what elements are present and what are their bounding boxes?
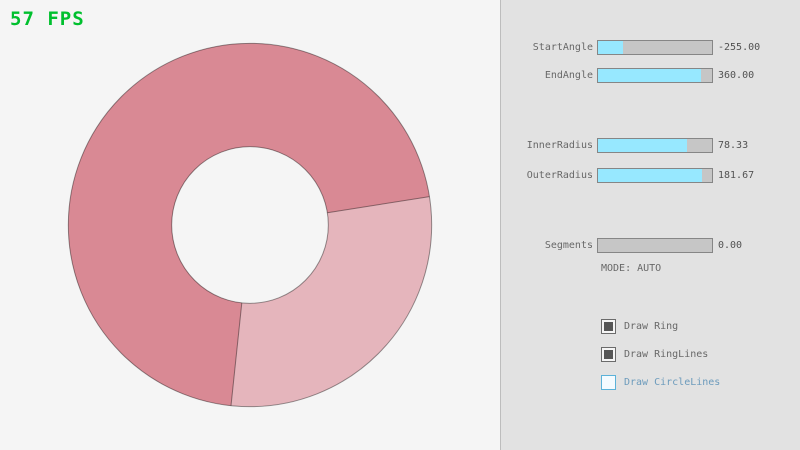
slider-end-angle-bar[interactable]: [597, 68, 713, 83]
slider-end-angle-fill: [598, 69, 701, 82]
checkbox-draw-ring-box[interactable]: [601, 319, 616, 334]
slider-inner-radius-label: InnerRadius: [526, 140, 593, 151]
slider-outer-radius-label: OuterRadius: [526, 170, 593, 181]
checkbox-draw-circlelines-label: Draw CircleLines: [624, 377, 721, 388]
slider-segments-bar[interactable]: [597, 238, 713, 253]
ring-canvas: 57 FPS: [10, 8, 433, 408]
checkbox-draw-circlelines-box[interactable]: [601, 375, 616, 390]
slider-inner-radius-fill: [598, 139, 688, 152]
slider-end-angle-label: EndAngle: [544, 70, 593, 81]
ring-dark-sector: [68, 43, 430, 406]
mode-label: MODE: AUTO: [601, 263, 662, 274]
slider-inner-radius-bar[interactable]: [597, 138, 713, 153]
checkbox-draw-circlelines[interactable]: Draw CircleLines: [601, 375, 720, 390]
ring-outer-line: [67, 42, 433, 408]
checkbox-draw-ring-label: Draw Ring: [624, 321, 679, 332]
slider-start-angle-value: -255.00: [718, 42, 761, 53]
ring-inner-line: [171, 146, 329, 304]
ring-segment-line-bottom: [230, 302, 243, 406]
slider-inner-radius-value: 78.33: [718, 140, 749, 151]
slider-segments-value: 0.00: [718, 240, 743, 251]
slider-inner-radius: InnerRadius 78.33: [501, 138, 800, 153]
slider-outer-radius-bar[interactable]: [597, 168, 713, 183]
slider-outer-radius-value: 181.67: [718, 170, 755, 181]
slider-start-angle: StartAngle -255.00: [501, 40, 800, 55]
checkbox-draw-ringlines-box[interactable]: [601, 347, 616, 362]
ring-shape: [67, 42, 433, 408]
slider-segments-label: Segments: [544, 240, 593, 251]
controls-panel: StartAngle -255.00 EndAngle 360.00 Inner…: [500, 0, 800, 450]
slider-segments: Segments 0.00: [501, 238, 800, 253]
checkbox-draw-ringlines[interactable]: Draw RingLines: [601, 347, 708, 362]
check-mark: [604, 350, 613, 359]
slider-start-angle-fill: [598, 41, 623, 54]
slider-end-angle-value: 360.00: [718, 70, 755, 81]
slider-outer-radius-fill: [598, 169, 702, 182]
slider-start-angle-label: StartAngle: [532, 42, 593, 53]
checkbox-draw-ring[interactable]: Draw Ring: [601, 319, 678, 334]
fps-counter: 57 FPS: [10, 8, 85, 30]
checkbox-draw-ringlines-label: Draw RingLines: [624, 349, 709, 360]
slider-start-angle-bar[interactable]: [597, 40, 713, 55]
check-mark: [604, 322, 613, 331]
slider-outer-radius: OuterRadius 181.67: [501, 168, 800, 183]
slider-end-angle: EndAngle 360.00: [501, 68, 800, 83]
ring-segment-line-right: [327, 196, 430, 214]
